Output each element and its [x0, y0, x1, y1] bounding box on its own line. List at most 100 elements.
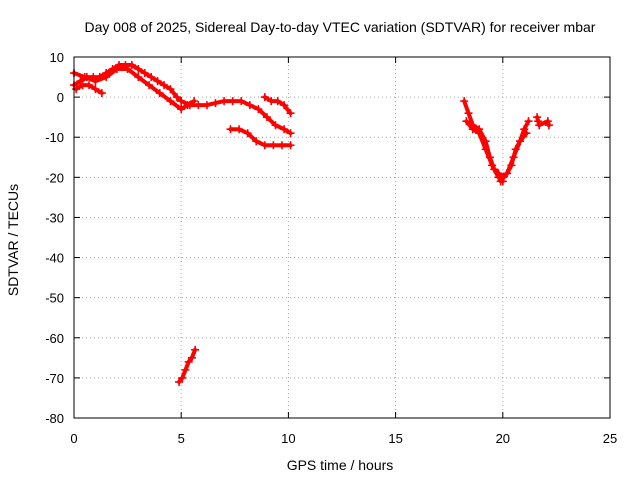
data-point — [269, 141, 278, 150]
data-point — [488, 161, 497, 170]
x-tick-label: 15 — [388, 431, 402, 446]
data-point — [178, 373, 187, 382]
data-point — [252, 137, 261, 146]
data-point — [237, 97, 246, 106]
data-point — [220, 97, 229, 106]
data-point — [97, 89, 106, 98]
data-point — [494, 173, 503, 182]
y-tick-label: -50 — [45, 291, 64, 306]
y-tick-label: -40 — [45, 251, 64, 266]
data-point — [286, 129, 295, 138]
data-point — [509, 153, 518, 162]
data-point — [462, 117, 471, 126]
data-point — [543, 117, 552, 126]
data-point — [155, 89, 164, 98]
data-point — [286, 109, 295, 118]
data-point — [515, 137, 524, 146]
series-trace — [462, 99, 531, 180]
data-point — [534, 117, 543, 126]
data-point — [468, 125, 477, 134]
data-point — [245, 101, 254, 110]
plot-frame — [73, 56, 611, 419]
data-point — [202, 101, 211, 110]
data-point — [187, 353, 196, 362]
data-point — [286, 141, 295, 150]
y-tick-label: -20 — [45, 170, 64, 185]
x-axis-label: GPS time / hours — [287, 457, 394, 473]
data-point — [145, 81, 154, 90]
data-point — [147, 73, 156, 82]
data-point — [134, 65, 143, 74]
data-point — [177, 97, 186, 106]
data-point — [181, 365, 190, 374]
data-point — [503, 169, 512, 178]
data-point — [80, 73, 89, 82]
data-point — [72, 85, 81, 94]
series-arc-5 — [260, 93, 295, 118]
data-point — [140, 69, 149, 78]
data-point — [481, 145, 490, 154]
data-point — [235, 125, 244, 134]
data-point — [273, 97, 282, 106]
data-point — [127, 61, 136, 70]
series-arc-7 — [175, 345, 200, 386]
data-point — [112, 65, 121, 74]
x-tick-label: 20 — [496, 431, 510, 446]
grid — [74, 57, 610, 418]
y-axis-ticks: 10 0 -10 -20 -30 -40 -50 -60 -70 -80 — [45, 50, 610, 426]
data-point — [524, 117, 533, 126]
data-point — [475, 129, 484, 138]
series-trace — [464, 119, 505, 184]
y-tick-label: -10 — [45, 130, 64, 145]
data-point — [172, 93, 181, 102]
chart-title: Day 008 of 2025, Sidereal Day-to-day VTE… — [85, 19, 596, 35]
y-tick-label: -30 — [45, 210, 64, 225]
data-point — [91, 77, 100, 86]
y-tick-label: -60 — [45, 331, 64, 346]
y-tick-label: 0 — [57, 90, 64, 105]
x-tick-label: 0 — [70, 431, 77, 446]
x-tick-label: 25 — [603, 431, 617, 446]
data-point — [134, 73, 143, 82]
data-point — [520, 125, 529, 134]
data-point — [91, 85, 100, 94]
data-point — [464, 109, 473, 118]
data-point — [544, 121, 553, 130]
data-point — [76, 77, 85, 86]
data-point — [280, 101, 289, 110]
data-point — [260, 93, 269, 102]
data-point — [194, 101, 203, 110]
data-point — [280, 125, 289, 134]
data-point — [226, 125, 235, 134]
data-point — [184, 357, 193, 366]
data-point — [260, 141, 269, 150]
data-point — [160, 81, 169, 90]
data-point — [123, 65, 132, 74]
x-tick-label: 5 — [178, 431, 185, 446]
data-point — [102, 73, 111, 82]
series-arc-10 — [496, 129, 531, 186]
series-arc-4 — [177, 97, 295, 138]
series-arc-3 — [72, 81, 106, 98]
data-point — [177, 105, 186, 114]
data-point — [85, 81, 94, 90]
data-point — [166, 85, 175, 94]
y-tick-label: -70 — [45, 371, 64, 386]
data-point — [243, 129, 252, 138]
data-point — [175, 377, 184, 386]
data-point — [262, 113, 271, 122]
x-axis-ticks: 0 5 10 15 20 25 — [70, 57, 617, 446]
data-point — [522, 129, 531, 138]
data-point — [211, 99, 220, 108]
data-point — [535, 121, 544, 130]
data-point — [271, 121, 280, 130]
data-point — [533, 113, 542, 122]
data-point — [496, 177, 505, 186]
data-point — [166, 97, 175, 106]
x-tick-label: 10 — [281, 431, 295, 446]
plot-area — [70, 61, 553, 386]
data-point — [153, 77, 162, 86]
series-arc-2 — [70, 65, 199, 114]
data-point — [185, 101, 194, 110]
data-point — [460, 97, 469, 106]
